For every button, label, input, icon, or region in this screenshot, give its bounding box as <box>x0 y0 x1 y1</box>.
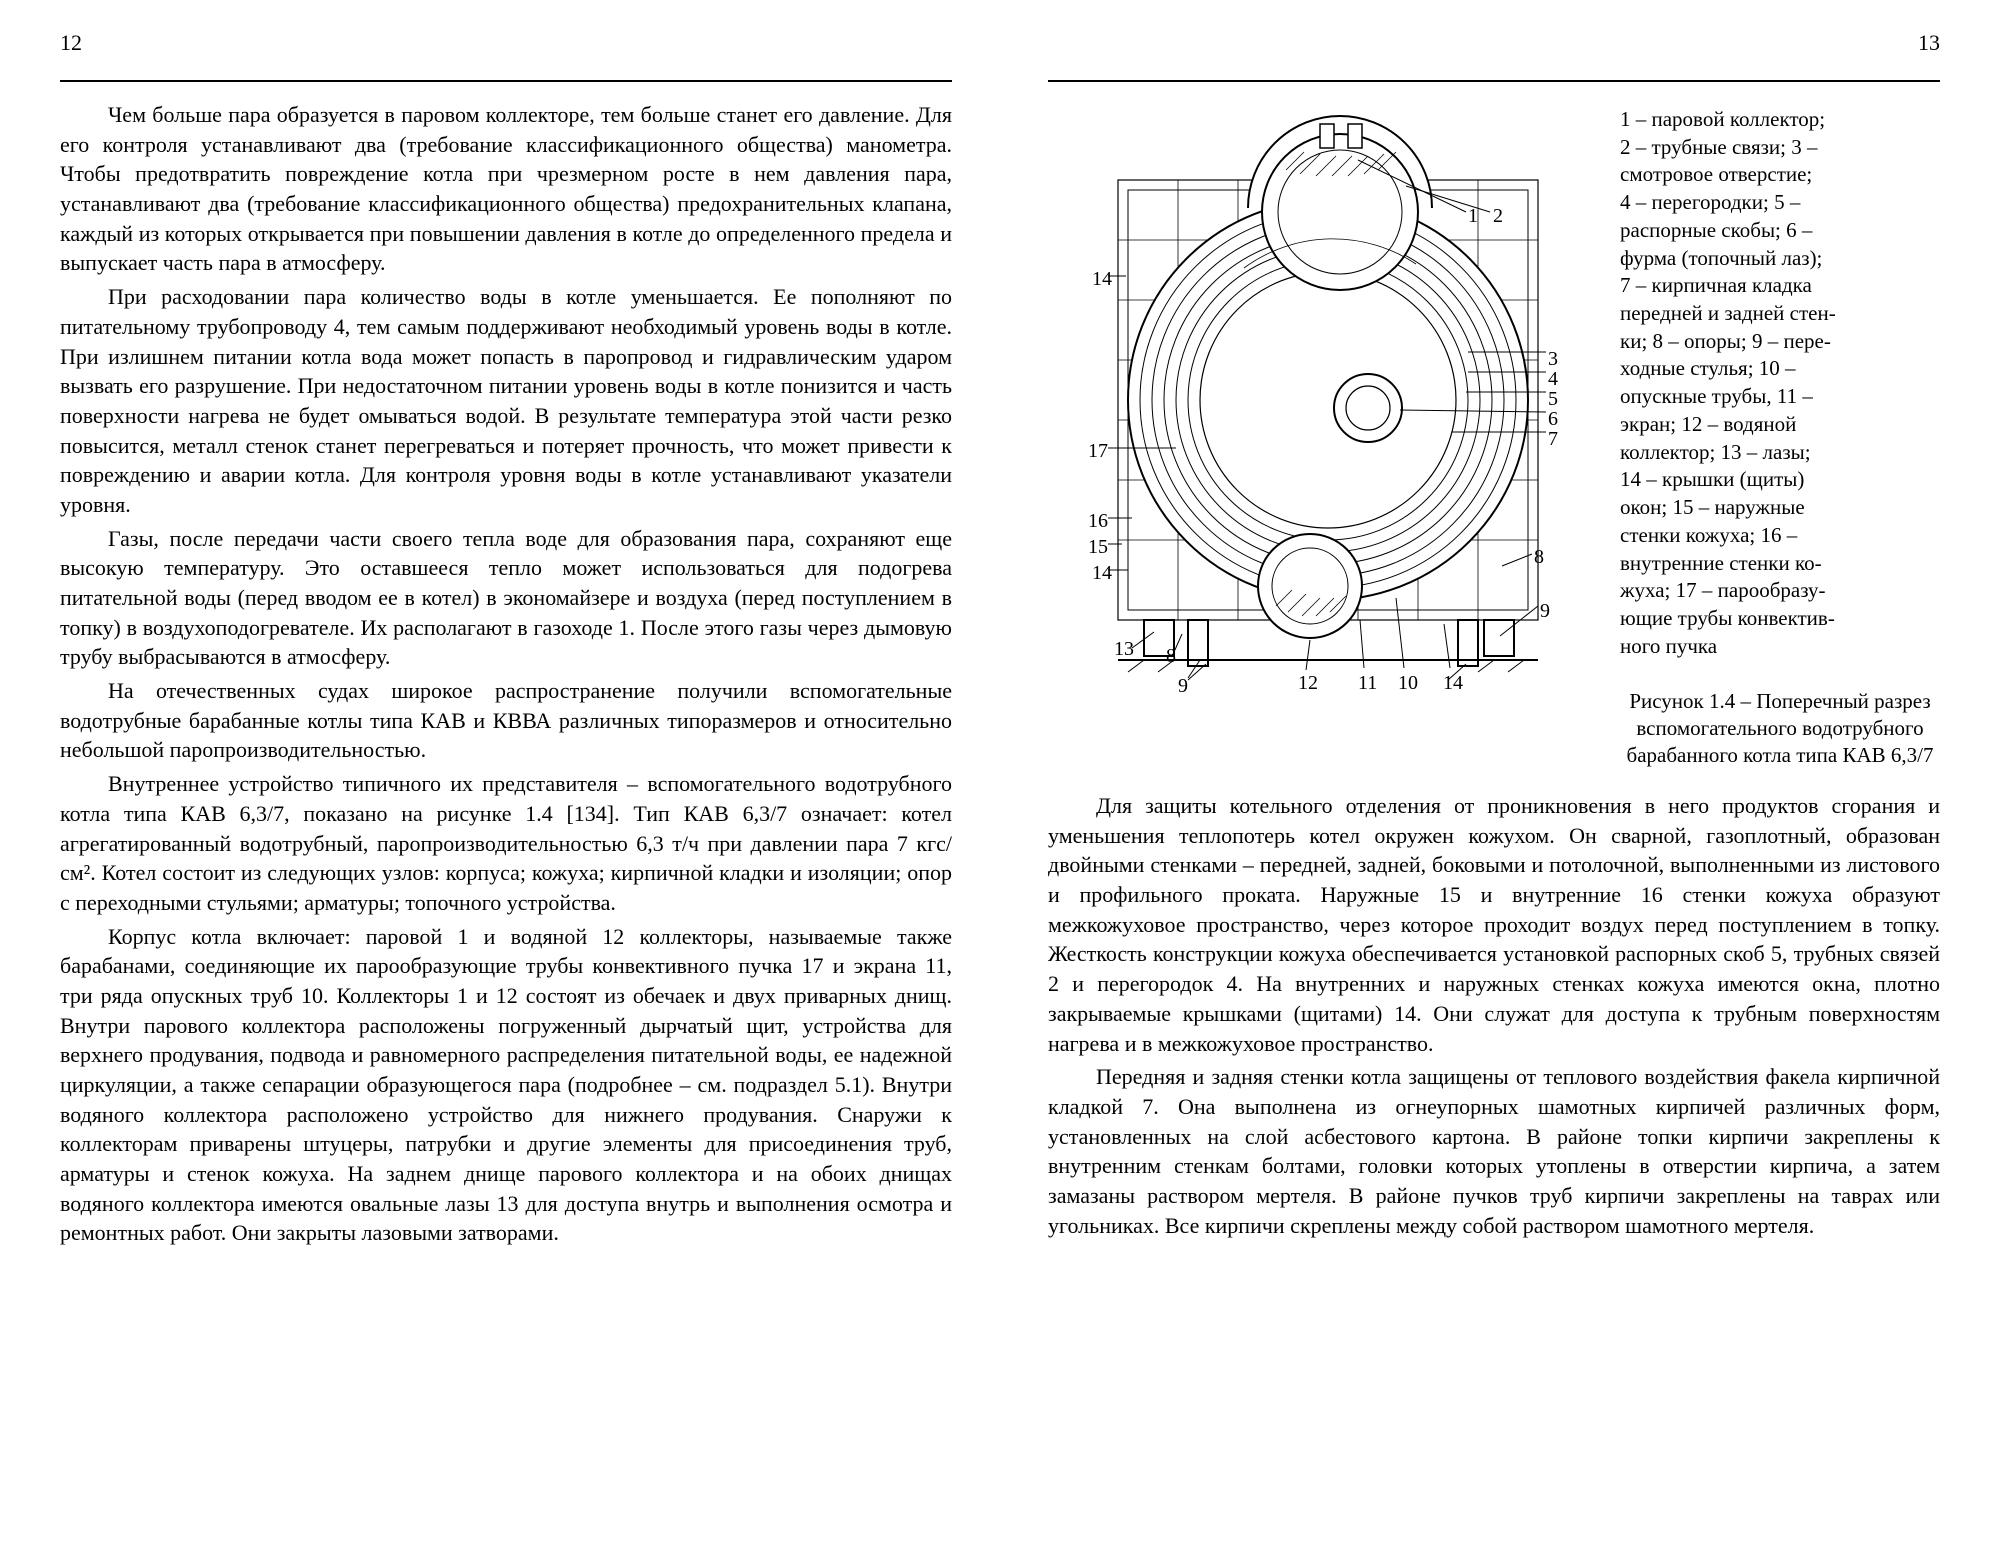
legend-line: 2 – трубные связи; 3 – <box>1620 134 1940 162</box>
book-spread: 12 Чем больше пара образуется в паровом … <box>0 0 2000 1550</box>
figure-boiler-section: 1 2 3 4 5 6 7 8 14 17 16 15 14 13 8 9 12… <box>1048 100 1608 690</box>
legend-line: ного пучка <box>1620 633 1940 661</box>
legend-line: опускные трубы, 11 – <box>1620 383 1940 411</box>
callout-13: 13 <box>1114 638 1134 661</box>
page-left: 12 Чем больше пара образуется в паровом … <box>0 0 1000 1550</box>
callout-17: 17 <box>1088 440 1108 463</box>
para: Передняя и задняя стенки котла защищены … <box>1048 1062 1940 1240</box>
callout-8b: 8 <box>1166 645 1176 668</box>
page-right: 13 <box>1000 0 2000 1550</box>
legend-line: ющие трубы конвектив- <box>1620 605 1940 633</box>
legend-line: окон; 15 – наружные <box>1620 494 1940 522</box>
legend-line: смотровое отверстие; <box>1620 161 1940 189</box>
callout-9a: 9 <box>1178 675 1188 698</box>
callout-14c: 14 <box>1443 672 1463 695</box>
legend-line: стенки кожуха; 16 – <box>1620 522 1940 550</box>
legend-line: 4 – перегородки; 5 – <box>1620 189 1940 217</box>
callout-2: 2 <box>1493 205 1503 228</box>
page-number-left: 12 <box>60 30 82 56</box>
legend-line: ки; 8 – опоры; 9 – пере- <box>1620 328 1940 356</box>
callout-16: 16 <box>1088 510 1108 533</box>
callout-11: 11 <box>1358 672 1377 695</box>
callout-10: 10 <box>1398 672 1418 695</box>
para: Корпус котла включает: паровой 1 и водян… <box>60 922 952 1249</box>
figure-legend: 1 – паровой коллектор;2 – трубные связи;… <box>1620 100 1940 769</box>
callout-12: 12 <box>1298 672 1318 695</box>
legend-line: фурма (топочный лаз); <box>1620 245 1940 273</box>
page-number-right: 13 <box>1918 30 1940 56</box>
legend-line: ходные стулья; 10 – <box>1620 355 1940 383</box>
callout-14b: 14 <box>1092 562 1112 585</box>
callout-7: 7 <box>1548 428 1558 451</box>
legend-line: коллектор; 13 – лазы; <box>1620 439 1940 467</box>
para: Для защиты котельного отделения от прони… <box>1048 791 1940 1058</box>
legend-line: передней и задней стен- <box>1620 300 1940 328</box>
header-rule <box>60 80 952 82</box>
figure-caption: Рисунок 1.4 – Поперечный разрез вспомога… <box>1620 688 1940 769</box>
legend-line: экран; 12 – водяной <box>1620 411 1940 439</box>
legend-line: внутренние стенки ко- <box>1620 550 1940 578</box>
right-body: Для защиты котельного отделения от прони… <box>1048 791 1940 1240</box>
legend-line: 14 – крышки (щиты) <box>1620 466 1940 494</box>
callout-8a: 8 <box>1534 546 1544 569</box>
legend-line: 1 – паровой коллектор; <box>1620 106 1940 134</box>
para: Газы, после передачи части своего тепла … <box>60 524 952 672</box>
callout-9b: 9 <box>1540 600 1550 623</box>
legend-line: 7 – кирпичная кладка <box>1620 272 1940 300</box>
left-body: Чем больше пара образуется в паровом кол… <box>60 100 952 1248</box>
figure-row: 1 2 3 4 5 6 7 8 14 17 16 15 14 13 8 9 12… <box>1048 100 1940 769</box>
callout-14a: 14 <box>1092 268 1112 291</box>
callout-1: 1 <box>1468 205 1478 228</box>
legend-line: жуха; 17 – парообразу- <box>1620 577 1940 605</box>
boiler-svg <box>1048 100 1608 690</box>
para: Чем больше пара образуется в паровом кол… <box>60 100 952 278</box>
para: При расходовании пара количество воды в … <box>60 282 952 520</box>
header-rule <box>1048 80 1940 82</box>
legend-line: распорные скобы; 6 – <box>1620 217 1940 245</box>
callout-15: 15 <box>1088 536 1108 559</box>
para: Внутреннее устройство типичного их предс… <box>60 769 952 917</box>
para: На отечественных судах широкое распростр… <box>60 676 952 765</box>
